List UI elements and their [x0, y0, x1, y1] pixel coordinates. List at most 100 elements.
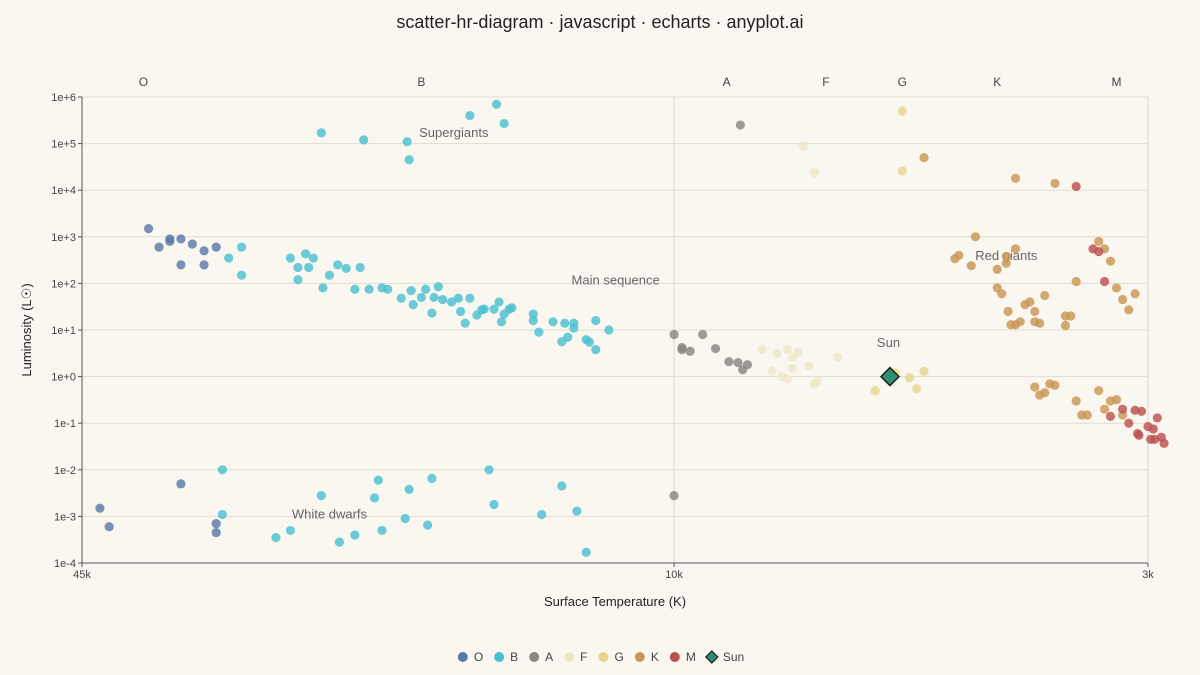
star-point-f [757, 344, 767, 355]
star-point-f [787, 363, 798, 373]
star-point-b [560, 318, 570, 328]
star-point-b [316, 490, 326, 501]
star-point-k [1124, 305, 1134, 315]
star-point-g [912, 384, 922, 394]
star-point-b [408, 300, 418, 310]
star-point-b [438, 294, 448, 305]
star-point-b [423, 520, 433, 530]
star-point-k [1001, 258, 1011, 268]
star-point-b [455, 306, 466, 317]
legend-label: K [651, 650, 659, 664]
star-point-b [581, 547, 591, 557]
legend-swatch-b [494, 652, 505, 662]
star-point-o [104, 522, 114, 532]
star-point-k [1082, 410, 1092, 420]
star-point-f [772, 348, 782, 358]
star-point-g [897, 106, 907, 116]
star-point-b [341, 263, 351, 273]
annotation-label: Sun [877, 335, 900, 350]
star-point-b [333, 260, 343, 270]
legend-label: G [614, 650, 623, 664]
annotation-label: White dwarfs [292, 507, 368, 522]
legend-label: M [686, 650, 696, 664]
star-point-k [1030, 306, 1040, 317]
star-point-b [373, 475, 383, 485]
star-point-m [1099, 276, 1110, 287]
star-point-k [954, 250, 964, 260]
legend-swatch-k [634, 652, 645, 662]
star-point-b [491, 99, 502, 109]
star-point-m [1136, 406, 1147, 416]
star-point-k [1050, 178, 1060, 188]
star-point-b [572, 506, 582, 516]
star-point-b [427, 473, 437, 484]
chart-title: scatter-hr-diagram · javascript · echart… [396, 12, 803, 32]
star-point-o [165, 234, 175, 244]
star-point-k [966, 261, 976, 271]
star-point-k [1111, 283, 1122, 293]
star-point-k [1094, 236, 1104, 246]
star-point-f [812, 376, 822, 386]
star-point-k [1066, 311, 1076, 321]
star-point-m [1124, 418, 1134, 428]
star-point-a [669, 329, 679, 340]
star-point-k [1030, 382, 1040, 392]
star-point-k [1040, 290, 1050, 301]
star-point-b [427, 308, 437, 318]
legend-label: B [510, 650, 518, 664]
star-point-o [187, 239, 197, 249]
star-point-b [402, 137, 412, 147]
star-point-b [300, 249, 311, 259]
star-point-a [733, 357, 743, 368]
star-point-k [992, 264, 1002, 274]
star-point-b [285, 525, 296, 536]
star-point-k [1001, 251, 1011, 261]
spectral-class-label: B [417, 75, 425, 89]
star-point-k [1094, 386, 1104, 396]
star-point-b [364, 284, 374, 294]
star-point-a [669, 490, 679, 501]
star-point-k [1060, 320, 1071, 331]
star-point-k [1105, 256, 1116, 266]
star-point-b [489, 304, 499, 314]
star-point-b [591, 344, 601, 355]
y-tick-label: 1e+5 [51, 139, 76, 151]
star-point-f [798, 141, 808, 151]
star-point-k [970, 232, 981, 242]
star-point-b [217, 509, 228, 520]
star-point-b [350, 530, 360, 540]
star-point-k [1111, 395, 1122, 405]
star-point-b [308, 253, 318, 263]
legend-swatch-o [457, 652, 468, 662]
star-point-m [1105, 411, 1116, 421]
x-tick-label: 3k [1142, 569, 1154, 581]
star-point-f [782, 344, 792, 355]
star-point-o [199, 246, 209, 256]
star-point-a [698, 329, 708, 340]
star-point-b [534, 327, 544, 337]
star-point-m [1117, 404, 1128, 414]
star-point-k [1003, 306, 1013, 317]
star-point-b [479, 304, 489, 314]
star-point-g [897, 166, 907, 176]
star-point-b [383, 284, 393, 294]
star-point-a [735, 120, 745, 130]
star-point-b [460, 318, 470, 328]
star-point-o [176, 234, 186, 244]
y-tick-label: 1e+1 [51, 325, 76, 337]
star-point-k [1071, 396, 1081, 406]
star-point-a [724, 356, 734, 367]
star-point-b [446, 297, 457, 307]
legend-swatch-a [529, 652, 540, 662]
star-point-k [919, 153, 929, 163]
grid-layer [82, 96, 1148, 564]
star-point-b [465, 110, 475, 121]
star-point-m [1152, 413, 1162, 423]
star-point-k [1040, 388, 1050, 398]
legend-swatch-g [598, 652, 609, 662]
y-tick-label: 1e+0 [51, 372, 76, 384]
star-point-k [1050, 380, 1060, 390]
spectral-class-label: O [139, 75, 148, 89]
y-tick-label: 1e+2 [51, 278, 76, 290]
